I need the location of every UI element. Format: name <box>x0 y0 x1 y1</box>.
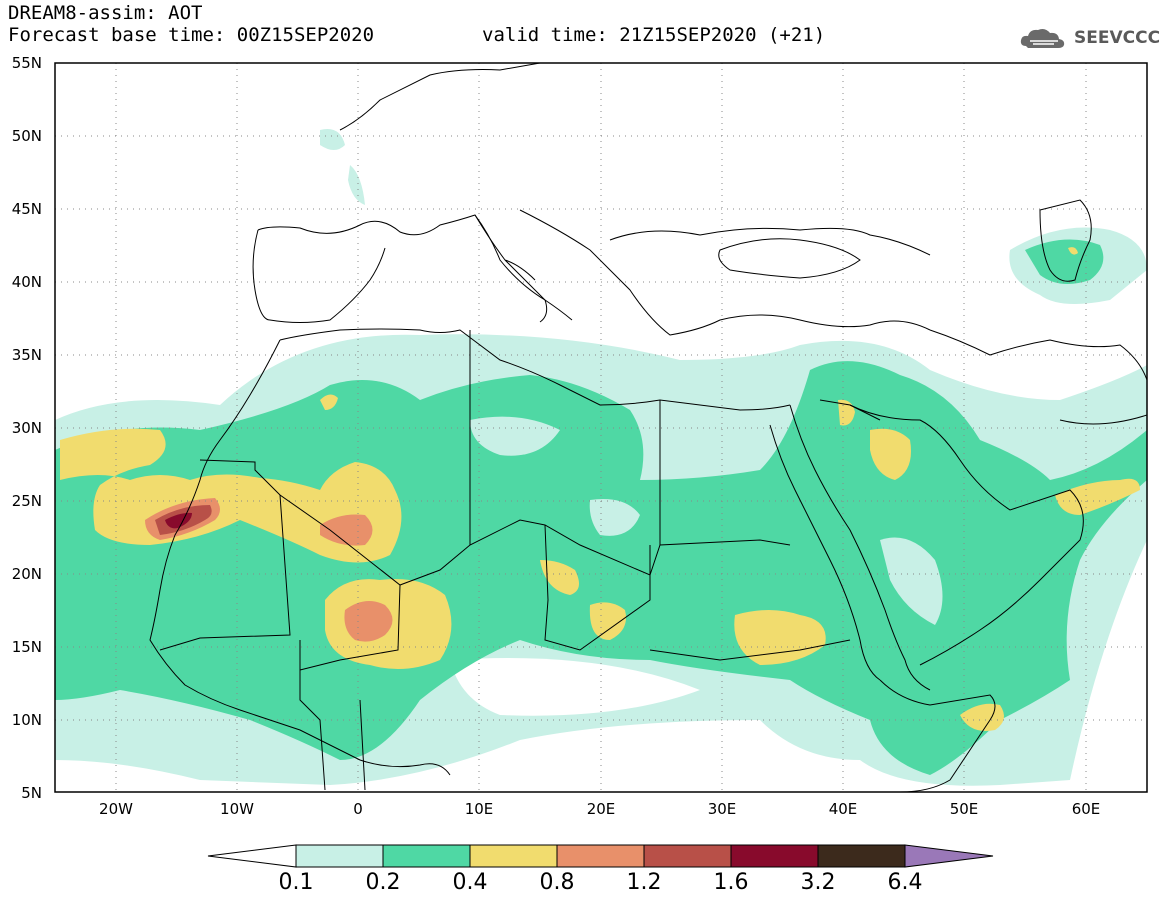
legend-swatch <box>295 844 384 868</box>
coastlines <box>149 63 1147 792</box>
legend-swatch <box>382 844 471 868</box>
lat-label: 25N <box>11 492 42 510</box>
lat-label: 50N <box>11 127 42 145</box>
aot-band-0.4-oman <box>1055 478 1140 515</box>
aot-band-0.4-sudan <box>589 602 626 640</box>
legend-label: 0.1 <box>278 870 314 895</box>
lat-label: 35N <box>11 346 42 364</box>
lon-label: 60E <box>1071 800 1101 818</box>
lon-label: 40E <box>828 800 858 818</box>
aot-band-0.8-algeria <box>320 514 373 546</box>
lat-label: 40N <box>11 273 42 291</box>
seevccc-logo: SEEVCCC <box>1018 24 1161 54</box>
lat-label: 5N <box>21 784 42 802</box>
aot-band-0.4-sudan-east <box>734 610 826 665</box>
legend-label: 0.8 <box>539 870 575 895</box>
lon-label: 10W <box>220 800 254 818</box>
lon-label: 20E <box>586 800 616 818</box>
lon-label: 10E <box>464 800 494 818</box>
aot-band-0.1-france <box>320 129 345 150</box>
legend-swatch <box>817 844 906 868</box>
legend-swatch <box>469 844 558 868</box>
plot-frame <box>54 62 1148 793</box>
map-title: DREAM8-assim: AOT <box>8 2 203 24</box>
aot-band-0.4-west <box>60 428 402 563</box>
aot-band-0.2 <box>55 361 1147 775</box>
color-legend <box>207 844 994 868</box>
aot-band-0.4-morocco <box>320 394 338 410</box>
aot-band-0.2-caspian <box>1025 239 1104 284</box>
forecast-base-time: Forecast base time: 00Z15SEP2020 <box>8 24 375 46</box>
legend-label: 3.2 <box>800 870 836 895</box>
lon-label: 50E <box>949 800 979 818</box>
legend-label: 0.2 <box>365 870 401 895</box>
legend-swatch <box>730 844 819 868</box>
lon-label: 30E <box>707 800 737 818</box>
legend-arrow-low <box>207 844 297 868</box>
aot-band-0.1-france2 <box>348 165 365 205</box>
legend-label: 6.4 <box>887 870 923 895</box>
lat-label: 30N <box>11 419 42 437</box>
lat-label: 10N <box>11 711 42 729</box>
aot-band-0.8-mali <box>344 601 393 642</box>
lat-lon-grid <box>55 63 1147 792</box>
lat-label: 15N <box>11 638 42 656</box>
aot-shading <box>55 129 1147 786</box>
cloud-logo-icon <box>1020 29 1065 48</box>
aot-band-0.4-arabia <box>870 428 911 480</box>
lon-label: 20W <box>99 800 133 818</box>
aot-band-0.4-iraq <box>838 399 855 426</box>
legend-label: 1.2 <box>626 870 662 895</box>
legend-swatch <box>556 844 645 868</box>
lat-label: 55N <box>11 54 42 72</box>
valid-time: valid time: 21Z15SEP2020 (+21) <box>482 24 826 46</box>
aot-band-0.4-caspian <box>1068 247 1078 255</box>
lat-label: 45N <box>11 200 42 218</box>
lat-label: 20N <box>11 565 42 583</box>
legend-arrow-high <box>904 844 994 868</box>
legend-label: 1.6 <box>713 870 749 895</box>
legend-label: 0.4 <box>452 870 488 895</box>
aot-band-0.4-somalia <box>960 703 1004 731</box>
legend-swatch <box>643 844 732 868</box>
lon-label: 0 <box>353 800 363 818</box>
logo-text: SEEVCCC <box>1074 28 1161 48</box>
aot-band-0.4-chad <box>540 560 579 595</box>
